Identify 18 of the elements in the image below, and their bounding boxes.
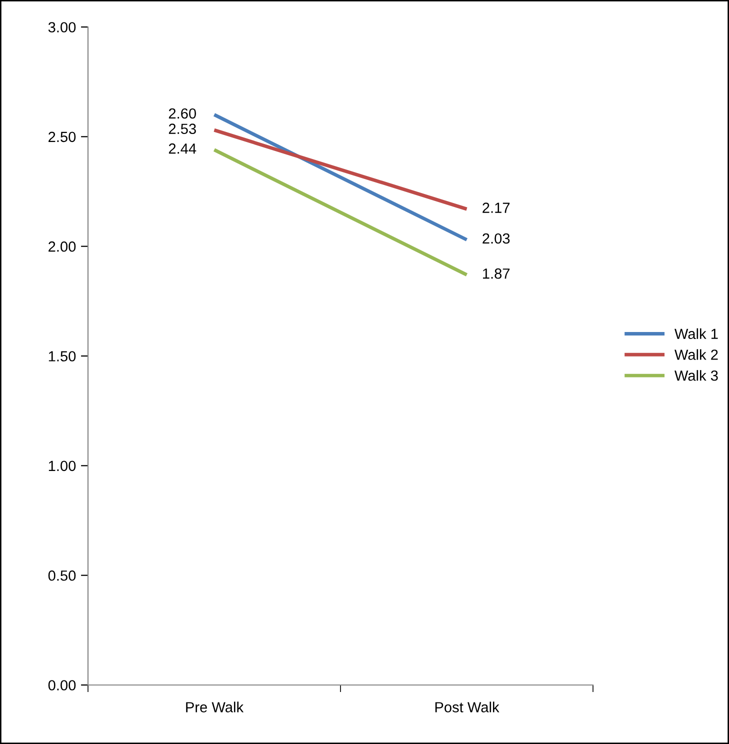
x-tick-label: Post Walk (435, 702, 500, 712)
y-tick-label: 1.50 (48, 351, 76, 362)
data-label: 2.53 (168, 124, 196, 134)
y-tick-label: 3.00 (48, 22, 76, 32)
y-tick-label: 2.50 (48, 132, 76, 142)
x-tick-label: Pre Walk (186, 702, 244, 712)
y-tick-label: 0.50 (48, 570, 76, 581)
data-label: 1.87 (483, 268, 510, 279)
legend-label: Walk 1 (674, 328, 718, 340)
legend-label: Walk 3 (674, 370, 718, 381)
data-label: 2.44 (168, 143, 196, 154)
data-label: 2.17 (482, 202, 510, 213)
data-label: 2.60 (168, 108, 196, 119)
legend-label: Walk 2 (674, 349, 718, 360)
y-tick-label: 1.00 (48, 460, 76, 472)
y-tick-label: 2.00 (48, 241, 76, 252)
data-label: 2.03 (482, 233, 510, 244)
y-tick-label: 0.00 (48, 680, 76, 690)
